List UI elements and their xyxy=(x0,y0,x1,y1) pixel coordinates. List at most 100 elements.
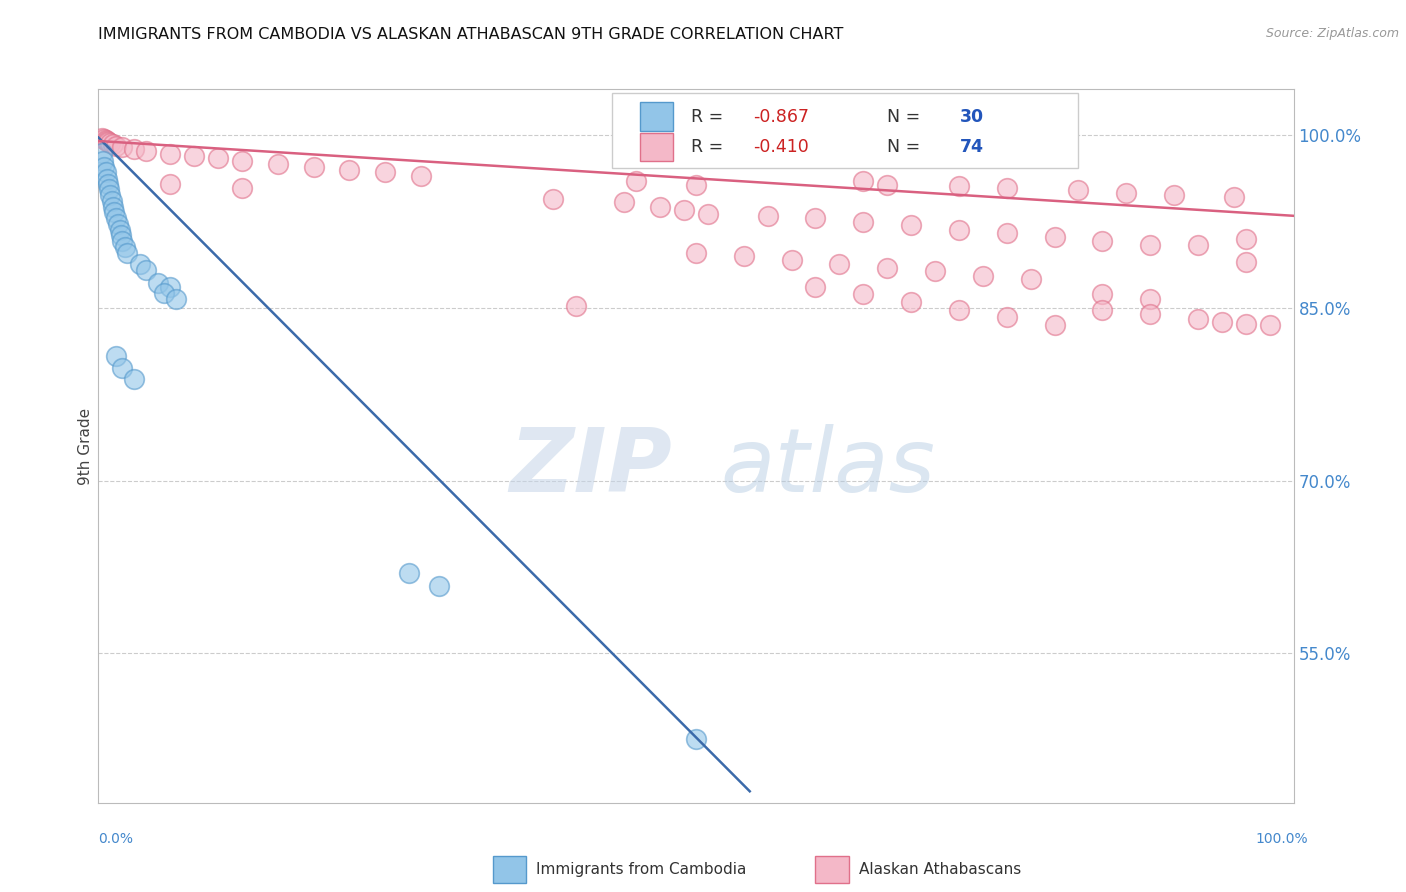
Point xyxy=(93,131,115,145)
Point xyxy=(159,280,181,294)
Point xyxy=(1115,186,1137,200)
Point xyxy=(111,140,134,154)
Point xyxy=(94,165,117,179)
Text: R =: R = xyxy=(692,108,728,126)
Point xyxy=(114,240,136,254)
Point xyxy=(231,153,253,168)
Point xyxy=(124,372,146,386)
Bar xyxy=(640,103,673,131)
Text: IMMIGRANTS FROM CAMBODIA VS ALASKAN ATHABASCAN 9TH GRADE CORRELATION CHART: IMMIGRANTS FROM CAMBODIA VS ALASKAN ATHA… xyxy=(98,27,844,42)
Point xyxy=(165,292,187,306)
Point xyxy=(852,214,875,228)
Point xyxy=(1091,287,1114,301)
Text: R =: R = xyxy=(692,138,728,156)
Point xyxy=(733,249,755,263)
Point xyxy=(685,178,707,192)
Point xyxy=(374,165,396,179)
Point xyxy=(685,732,707,747)
Point xyxy=(1139,237,1161,252)
Point xyxy=(685,245,707,260)
Point xyxy=(804,211,827,226)
Text: ZIP: ZIP xyxy=(509,424,672,511)
Point xyxy=(96,134,118,148)
Point xyxy=(98,136,122,151)
Point xyxy=(124,142,146,156)
Point xyxy=(111,234,134,248)
Point xyxy=(1187,312,1209,326)
Point xyxy=(153,285,176,300)
Point xyxy=(995,226,1018,240)
Point xyxy=(105,349,128,363)
Point xyxy=(1163,188,1185,202)
Point xyxy=(756,209,779,223)
Point xyxy=(427,579,450,593)
Point xyxy=(115,245,138,260)
Point xyxy=(231,181,253,195)
Point xyxy=(1222,190,1246,204)
Point xyxy=(135,263,157,277)
Point xyxy=(91,153,114,168)
Point xyxy=(876,178,898,192)
Point xyxy=(924,264,946,278)
Point xyxy=(105,138,128,153)
Point xyxy=(302,161,325,175)
Point xyxy=(97,135,120,149)
Text: -0.867: -0.867 xyxy=(754,108,810,126)
Point xyxy=(103,205,125,219)
Point xyxy=(1019,272,1042,286)
Text: 0.0%: 0.0% xyxy=(98,832,134,846)
Point xyxy=(129,257,152,271)
Point xyxy=(398,566,420,580)
Point xyxy=(852,287,875,301)
Point xyxy=(91,145,114,160)
Point xyxy=(780,252,803,267)
Point xyxy=(98,188,122,202)
Point xyxy=(565,299,588,313)
Y-axis label: 9th Grade: 9th Grade xyxy=(77,408,93,484)
Point xyxy=(1234,255,1257,269)
Point xyxy=(148,276,170,290)
Text: N =: N = xyxy=(876,108,927,126)
Point xyxy=(541,192,564,206)
Point xyxy=(101,200,124,214)
Point xyxy=(1234,317,1257,331)
Point xyxy=(648,200,672,214)
Point xyxy=(995,181,1018,195)
Bar xyxy=(815,855,849,883)
Point xyxy=(135,145,157,159)
Point xyxy=(900,295,922,310)
Point xyxy=(1234,232,1257,246)
Point xyxy=(948,303,970,318)
Text: 30: 30 xyxy=(960,108,984,126)
Point xyxy=(673,202,696,217)
Point xyxy=(339,162,360,177)
Point xyxy=(97,177,120,191)
Text: Immigrants from Cambodia: Immigrants from Cambodia xyxy=(536,862,747,877)
Point xyxy=(91,130,114,145)
Point xyxy=(804,280,827,294)
Point xyxy=(107,217,129,231)
Point xyxy=(995,310,1018,324)
Point xyxy=(900,218,922,232)
Point xyxy=(94,133,117,147)
Point xyxy=(972,268,994,283)
Point xyxy=(411,169,433,183)
Point xyxy=(159,177,181,191)
Point xyxy=(108,222,131,236)
Point xyxy=(100,194,122,208)
Point xyxy=(1139,307,1161,321)
Text: -0.410: -0.410 xyxy=(754,138,808,156)
Point xyxy=(267,157,290,171)
Point xyxy=(1067,184,1090,198)
Point xyxy=(207,151,229,165)
Point xyxy=(101,137,124,152)
Point xyxy=(948,222,970,236)
Point xyxy=(948,178,970,193)
Point xyxy=(1139,292,1161,306)
Point xyxy=(98,182,121,196)
Point xyxy=(111,360,134,375)
Point xyxy=(697,206,720,220)
Point xyxy=(1258,318,1281,333)
Point xyxy=(110,228,132,243)
Text: 100.0%: 100.0% xyxy=(1256,832,1308,846)
